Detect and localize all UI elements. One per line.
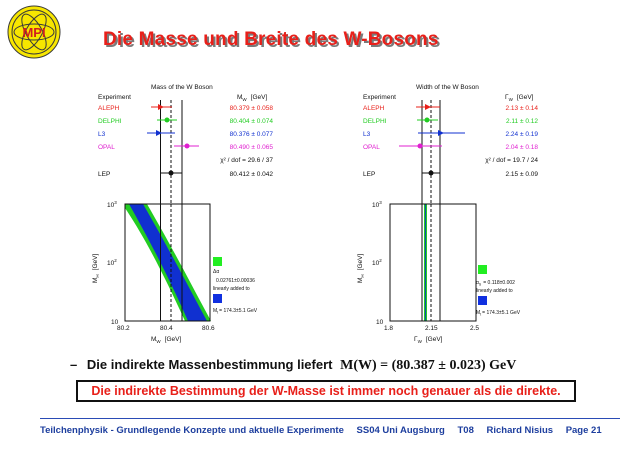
mass-legend1-line2: 0.02761±0.00036 bbox=[216, 278, 255, 284]
row-name: LEP bbox=[98, 171, 110, 178]
mass-band-blue bbox=[129, 204, 207, 321]
bullet-formula: M(W) = (80.387 ± 0.023) GeV bbox=[340, 358, 517, 373]
width-ytick-10: 10 bbox=[376, 319, 384, 326]
width-xtick: 2.15 bbox=[425, 325, 438, 332]
marker bbox=[164, 117, 170, 123]
mass-row-opal: OPAL 80.490 ± 0.065 bbox=[98, 143, 274, 151]
mass-chi2: χ² / dof = 29.6 / 37 bbox=[220, 157, 273, 164]
marker bbox=[438, 130, 444, 136]
row-value: 80.412 ± 0.042 bbox=[230, 171, 274, 178]
w-mass-figure: Mass of the W Boson Experiment MW [GeV] A… bbox=[92, 84, 274, 344]
row-name: ALEPH bbox=[98, 105, 120, 112]
mass-legend-blue-swatch bbox=[213, 294, 222, 303]
width-xtick: 1.8 bbox=[384, 325, 393, 332]
marker bbox=[425, 104, 431, 110]
width-col-value: ΓW [GeV] bbox=[505, 94, 534, 102]
row-name: OPAL bbox=[363, 144, 380, 151]
row-name: L3 bbox=[98, 131, 106, 138]
marker bbox=[417, 143, 423, 149]
w-width-figure: Width of the W Boson Experiment ΓW [GeV] … bbox=[357, 84, 539, 344]
width-legend1-line1: αS = 0.118±0.002 bbox=[476, 280, 515, 287]
bullet-text: Die indirekte Massenbestimmung liefert bbox=[86, 357, 333, 372]
mass-row-l3: L3 80.376 ± 0.077 bbox=[98, 130, 273, 138]
row-value: 80.379 ± 0.058 bbox=[230, 105, 274, 112]
row-name: LEP bbox=[363, 171, 375, 178]
footer: Teilchenphysik - Grundlegende Konzepte u… bbox=[40, 425, 620, 436]
mass-ytick-1000: 103 bbox=[107, 200, 117, 209]
width-ytick-1000: 103 bbox=[372, 200, 382, 209]
width-xtick: 2.5 bbox=[470, 325, 479, 332]
width-row-aleph: ALEPH 2.13 ± 0.14 bbox=[363, 104, 538, 112]
width-chi2: χ² / dof = 19.7 / 24 bbox=[485, 157, 538, 164]
width-legend2: Mt= 174.3±5.1 GeV bbox=[476, 310, 521, 317]
conclusion-box: Die indirekte Bestimmung der W-Masse ist… bbox=[76, 380, 576, 402]
row-value: 80.490 ± 0.065 bbox=[230, 144, 274, 151]
row-name: ALEPH bbox=[363, 105, 385, 112]
mass-ytick-100: 102 bbox=[107, 258, 117, 267]
row-value: 2.24 ± 0.19 bbox=[506, 131, 539, 138]
width-ytick-100: 102 bbox=[372, 258, 382, 267]
mass-legend1-line1: Δα bbox=[213, 269, 219, 275]
marker bbox=[156, 130, 162, 136]
marker bbox=[428, 170, 434, 176]
page-title: Die Masse und Breite des W-Bosons bbox=[103, 29, 439, 50]
width-row-delphi: DELPHI 2.11 ± 0.12 bbox=[363, 117, 538, 125]
mass-xaxis-label: MW [GeV] bbox=[151, 336, 181, 344]
row-name: DELPHI bbox=[363, 118, 387, 125]
logo-text: MPI bbox=[22, 25, 45, 40]
mass-xtick: 80.4 bbox=[160, 325, 173, 332]
footer-topic: T08 bbox=[457, 425, 474, 436]
page-title-shadow: Die Masse und Breite des W-Bosons bbox=[105, 31, 441, 52]
footer-page: Page 21 bbox=[565, 425, 602, 436]
row-value: 2.04 ± 0.18 bbox=[506, 144, 539, 151]
width-plot-title: Width of the W Boson bbox=[416, 84, 479, 91]
width-row-l3: L3 2.24 ± 0.19 bbox=[363, 130, 538, 138]
row-value: 2.15 ± 0.09 bbox=[506, 171, 539, 178]
conclusion-text: Die indirekte Bestimmung der W-Masse ist… bbox=[91, 384, 561, 398]
mass-legend2: Mt= 174.3±5.1 GeV bbox=[213, 308, 258, 315]
footer-term: SS04 Uni Augsburg bbox=[356, 425, 445, 436]
width-legend1-line3: linearly added to bbox=[476, 288, 513, 294]
row-value: 80.404 ± 0.074 bbox=[230, 118, 274, 125]
mass-row-delphi: DELPHI 80.404 ± 0.074 bbox=[98, 117, 274, 125]
footer-divider bbox=[40, 418, 620, 419]
mass-plot-title: Mass of the W Boson bbox=[151, 84, 213, 91]
width-legend-green-swatch bbox=[478, 265, 487, 274]
width-row-opal: OPAL 2.04 ± 0.18 bbox=[363, 143, 539, 151]
marker bbox=[184, 143, 190, 149]
mass-col-value: MW [GeV] bbox=[237, 94, 267, 102]
mass-yaxis-label: MH[GeV] bbox=[92, 254, 100, 283]
result-bullet: – Die indirekte Massenbestimmung liefert… bbox=[70, 357, 516, 374]
mass-xtick: 80.2 bbox=[117, 325, 130, 332]
mass-legend-green-swatch bbox=[213, 257, 222, 266]
mass-col-experiment: Experiment bbox=[98, 94, 131, 101]
marker bbox=[168, 170, 174, 176]
width-mh-frame bbox=[389, 203, 477, 322]
width-row-lep: LEP 2.15 ± 0.09 bbox=[363, 170, 539, 178]
row-value: 2.13 ± 0.14 bbox=[506, 105, 539, 112]
row-name: OPAL bbox=[98, 144, 115, 151]
marker bbox=[424, 117, 430, 123]
width-col-experiment: Experiment bbox=[363, 94, 396, 101]
mass-xtick: 80.6 bbox=[202, 325, 215, 332]
marker bbox=[158, 104, 164, 110]
bullet-dash: – bbox=[70, 357, 78, 372]
mpi-logo: MPI bbox=[7, 5, 61, 59]
row-name: DELPHI bbox=[98, 118, 122, 125]
width-xaxis-label: ΓW [GeV] bbox=[414, 336, 443, 344]
mass-row-aleph: ALEPH 80.379 ± 0.058 bbox=[98, 104, 273, 112]
width-legend-blue-swatch bbox=[478, 296, 487, 305]
row-value: 2.11 ± 0.12 bbox=[506, 118, 538, 125]
row-value: 80.376 ± 0.077 bbox=[230, 131, 274, 138]
mass-legend1-line3: linearly added to bbox=[213, 286, 250, 292]
footer-author: Richard Nisius bbox=[486, 425, 554, 436]
width-yaxis-label: MH[GeV] bbox=[357, 254, 365, 283]
footer-course: Teilchenphysik - Grundlegende Konzepte u… bbox=[40, 425, 344, 436]
mass-row-lep: LEP 80.412 ± 0.042 bbox=[98, 170, 274, 178]
mass-ytick-10: 10 bbox=[111, 319, 119, 326]
row-name: L3 bbox=[363, 131, 371, 138]
